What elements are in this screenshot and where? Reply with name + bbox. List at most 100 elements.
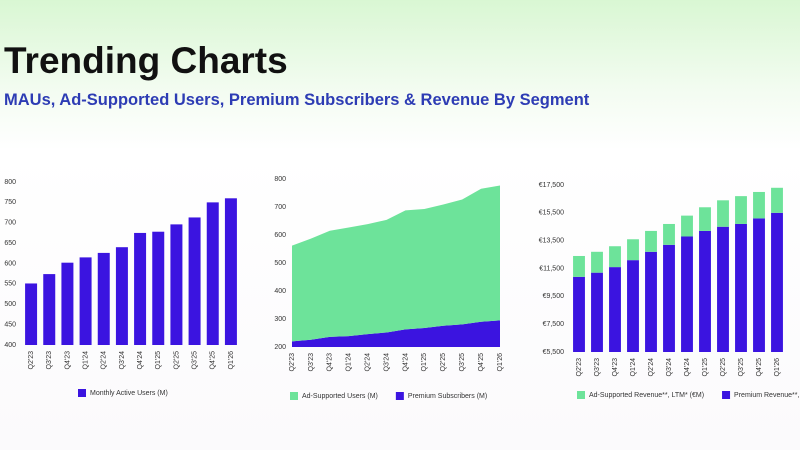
y-tick-label: €7,500 bbox=[543, 321, 565, 328]
y-tick-label: 500 bbox=[274, 260, 286, 267]
x-tick-label: Q4'24 bbox=[402, 353, 409, 372]
x-tick-label: Q3'23 bbox=[46, 351, 53, 370]
y-tick-label: €17,500 bbox=[539, 182, 564, 189]
x-tick-label: Q4'24 bbox=[684, 358, 691, 377]
x-tick-label: Q4'25 bbox=[756, 358, 763, 377]
bar bbox=[188, 217, 201, 345]
x-tick-label: Q3'23 bbox=[594, 358, 601, 377]
x-tick-label: Q2'23 bbox=[576, 358, 583, 377]
y-tick-label: 500 bbox=[4, 301, 16, 308]
x-tick-label: Q3'25 bbox=[191, 351, 198, 370]
y-tick-label: 600 bbox=[4, 260, 16, 267]
bar bbox=[25, 283, 38, 345]
bar-segment bbox=[663, 223, 675, 245]
bar bbox=[61, 262, 74, 345]
bar-segment bbox=[591, 251, 603, 273]
y-tick-label: €13,500 bbox=[539, 238, 564, 245]
y-tick-label: 400 bbox=[274, 288, 286, 295]
legend-label: Premium Revenue**, LTM* (€M) bbox=[734, 392, 800, 399]
bar-segment bbox=[645, 251, 657, 352]
legend-swatch bbox=[395, 392, 404, 400]
y-tick-label: 600 bbox=[274, 232, 286, 239]
x-tick-label: Q2'25 bbox=[173, 351, 180, 370]
x-tick-label: Q1'25 bbox=[155, 351, 162, 370]
bar-segment bbox=[753, 218, 765, 352]
bar-segment bbox=[573, 255, 585, 277]
slide-subtitle: MAUs, Ad-Supported Users, Premium Subscr… bbox=[4, 91, 590, 109]
bar bbox=[224, 198, 237, 345]
bar-segment bbox=[717, 200, 729, 227]
x-tick-label: Q1'24 bbox=[630, 358, 637, 377]
legend-label: Premium Subscribers (M) bbox=[408, 393, 487, 400]
area bbox=[292, 320, 500, 347]
y-tick-label: 550 bbox=[4, 281, 16, 288]
x-tick-label: Q1'25 bbox=[702, 358, 709, 377]
bar-segment bbox=[681, 236, 693, 352]
bar-segment bbox=[627, 260, 639, 352]
x-tick-label: Q4'23 bbox=[64, 351, 71, 370]
x-tick-label: Q1'26 bbox=[228, 351, 235, 370]
bar-segment bbox=[609, 267, 621, 352]
bar-segment bbox=[699, 230, 711, 352]
x-tick-label: Q1'24 bbox=[82, 351, 89, 370]
bar bbox=[152, 231, 165, 345]
bar-segment bbox=[735, 223, 747, 352]
x-tick-label: Q1'26 bbox=[774, 358, 781, 377]
y-tick-label: 300 bbox=[274, 316, 286, 323]
x-tick-label: Q3'25 bbox=[738, 358, 745, 377]
x-tick-label: Q1'25 bbox=[421, 353, 428, 372]
x-tick-label: Q4'25 bbox=[210, 351, 217, 370]
bar-segment bbox=[753, 191, 765, 219]
x-tick-label: Q1'24 bbox=[346, 353, 353, 372]
x-tick-label: Q2'24 bbox=[648, 358, 655, 377]
bar bbox=[170, 224, 183, 345]
bar-segment bbox=[627, 239, 639, 261]
legend-swatch bbox=[577, 391, 585, 399]
y-tick-label: 700 bbox=[274, 204, 286, 211]
bar bbox=[43, 274, 56, 345]
x-tick-label: Q4'23 bbox=[327, 353, 334, 372]
x-tick-label: Q2'25 bbox=[440, 353, 447, 372]
bar bbox=[115, 247, 128, 345]
y-tick-label: 800 bbox=[274, 176, 286, 183]
bar-segment bbox=[771, 187, 783, 213]
y-tick-label: 200 bbox=[274, 344, 286, 351]
y-tick-label: 700 bbox=[4, 220, 16, 227]
y-tick-label: €9,500 bbox=[543, 293, 565, 300]
legend-label: Monthly Active Users (M) bbox=[90, 390, 168, 397]
x-tick-label: Q2'25 bbox=[720, 358, 727, 377]
x-tick-label: Q1'26 bbox=[497, 353, 504, 372]
y-tick-label: 800 bbox=[4, 179, 16, 186]
x-tick-label: Q2'23 bbox=[289, 353, 296, 372]
bar bbox=[97, 252, 110, 345]
y-tick-label: 750 bbox=[4, 199, 16, 206]
legend-swatch bbox=[290, 392, 298, 400]
y-tick-label: €11,500 bbox=[539, 265, 564, 272]
legend-label: Ad-Supported Revenue**, LTM* (€M) bbox=[589, 392, 704, 399]
x-tick-label: Q3'24 bbox=[383, 353, 390, 372]
x-tick-label: Q3'25 bbox=[459, 353, 466, 372]
x-tick-label: Q2'24 bbox=[364, 353, 371, 372]
x-tick-label: Q3'24 bbox=[666, 358, 673, 377]
bar-segment bbox=[771, 212, 783, 352]
x-tick-label: Q3'23 bbox=[308, 353, 315, 372]
bar-segment bbox=[645, 230, 657, 252]
y-tick-label: 650 bbox=[4, 240, 16, 247]
x-tick-label: Q4'25 bbox=[478, 353, 485, 372]
bar-segment bbox=[609, 246, 621, 268]
y-tick-label: €5,500 bbox=[543, 349, 565, 356]
bar bbox=[79, 257, 92, 345]
y-tick-label: 450 bbox=[4, 321, 16, 328]
y-tick-label: 400 bbox=[4, 342, 16, 349]
bar-segment bbox=[573, 276, 585, 352]
bar-segment bbox=[681, 215, 693, 237]
bar bbox=[134, 232, 147, 345]
x-tick-label: Q4'23 bbox=[612, 358, 619, 377]
area bbox=[292, 185, 500, 342]
bar-segment bbox=[717, 226, 729, 352]
x-tick-label: Q4'24 bbox=[137, 351, 144, 370]
bar-segment bbox=[735, 196, 747, 224]
bar-segment bbox=[663, 244, 675, 352]
